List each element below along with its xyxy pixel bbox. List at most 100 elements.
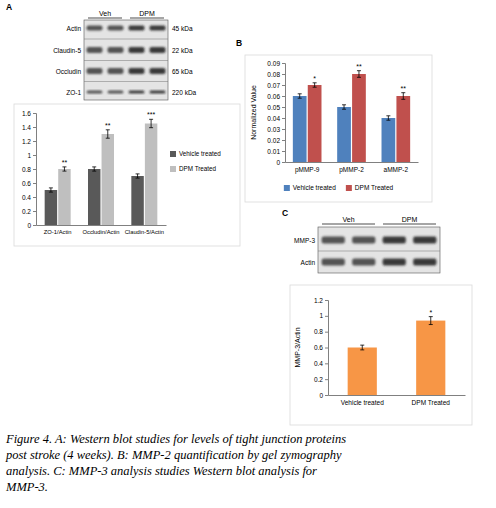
y-tick-mark — [325, 348, 328, 349]
x-tick-label: ZO-1/Actin — [44, 229, 72, 235]
x-axis: pMMP-9pMMP-2aMMP-2 — [286, 163, 419, 174]
error-bar — [62, 167, 66, 171]
row-size: 65 kDa — [172, 68, 193, 75]
y-tick-label: 0.4 — [314, 360, 323, 367]
y-tick-label: 0 — [276, 159, 280, 166]
panel-label: C — [282, 208, 288, 218]
legend: Vehicle treatedDPM Treated — [170, 150, 221, 172]
y-tick: 0.08 — [267, 71, 285, 78]
x-tick-label: pMMP-9 — [295, 166, 320, 174]
y-tick: 1 — [27, 152, 36, 159]
x-tick-label: aMMP-2 — [384, 166, 409, 173]
caption-line: Figure 4. A: Western blot studies for le… — [5, 432, 346, 446]
legend-label: DPM Treated — [355, 184, 394, 191]
y-tick-mark — [325, 379, 328, 380]
error-bar-cap — [298, 98, 302, 99]
y-tick-mark — [325, 363, 328, 364]
blot-band — [108, 91, 124, 94]
error-bar-cap — [342, 104, 346, 105]
error-bar — [313, 83, 317, 87]
error-bar — [357, 71, 361, 78]
y-tick: 0.2 — [314, 376, 328, 383]
lane-underline — [322, 224, 375, 225]
error-bar — [92, 167, 96, 171]
significance: *** — [147, 111, 155, 118]
blot-band — [322, 237, 345, 244]
blot-band — [352, 237, 375, 244]
legend-swatch — [170, 151, 176, 157]
y-tick-label: 0.04 — [267, 115, 280, 122]
error-bar-stem — [314, 83, 315, 87]
error-bar-cap — [386, 115, 390, 116]
x-tick: Vehicle treated — [341, 399, 384, 406]
y-tick-label: 1.4 — [22, 124, 31, 131]
y-tick-mark — [33, 183, 36, 184]
annotations: * — [429, 309, 432, 316]
error-bar-cap — [298, 93, 302, 94]
x-tick: DPM Treated — [412, 399, 451, 406]
y-axis-line — [282, 64, 286, 163]
error-bar — [401, 93, 405, 100]
error-bar — [386, 116, 390, 120]
blot-band — [129, 68, 145, 74]
x-axis: ZO-1/ActinOccludin/ActinClaudin-5/Actin — [37, 226, 167, 236]
error-bar-stem — [344, 105, 345, 109]
blot-band — [129, 26, 145, 31]
y-tick-label: 0.01 — [267, 148, 280, 155]
y-tick: 0 — [27, 222, 36, 229]
error-bar — [106, 130, 110, 138]
y-tick-label: 0 — [27, 222, 31, 229]
y-tick: 0.06 — [267, 93, 285, 100]
error-bar-cap — [62, 166, 66, 167]
y-tick: 0.6 — [314, 344, 328, 351]
error-bar-cap — [149, 127, 153, 128]
western-blot: VehDPMMMP-3Actin — [294, 216, 440, 273]
blot-membrane — [84, 20, 168, 100]
lane-underline — [383, 224, 436, 225]
error-bar-cap — [401, 99, 405, 100]
annotations: ***** — [313, 63, 406, 92]
y-tick: 0.6 — [22, 180, 36, 187]
y-tick: 1.2 — [314, 297, 328, 304]
chart-frame — [245, 55, 432, 202]
plot-area — [348, 317, 446, 395]
y-tick: 0.02 — [267, 137, 285, 144]
error-bar-stem — [151, 119, 152, 127]
error-bar-stem — [64, 167, 65, 171]
y-tick-label: 1.2 — [314, 297, 323, 304]
error-bar-stem — [362, 345, 363, 350]
error-bar-cap — [49, 192, 53, 193]
error-bar-stem — [94, 167, 95, 171]
y-tick-mark — [282, 151, 285, 152]
error-bar-cap — [136, 173, 140, 174]
legend-swatch — [284, 185, 290, 191]
error-bar-cap — [92, 166, 96, 167]
error-bar-cap — [360, 345, 364, 346]
annotations: ******* — [62, 111, 156, 166]
error-bar — [429, 317, 433, 325]
legend-swatch — [346, 185, 352, 191]
row-size: 22 kDa — [172, 47, 193, 54]
figure: ABCVehDPMActin45 kDaClaudin-522 kDaOcclu… — [0, 0, 496, 508]
caption: Figure 4. A: Western blot studies for le… — [5, 432, 346, 494]
error-bar-stem — [388, 116, 389, 120]
y-tick-mark — [282, 162, 285, 163]
bar — [396, 96, 410, 162]
error-bar — [49, 188, 53, 192]
blot-band — [108, 26, 124, 31]
y-tick-mark — [282, 74, 285, 75]
x-tick-label: DPM Treated — [412, 399, 451, 406]
bar — [352, 74, 366, 162]
blot-row-separator — [84, 81, 168, 82]
chart: *00.20.40.60.811.2Vehicle treatedDPM Tre… — [290, 285, 472, 425]
x-tick: pMMP-9 — [295, 166, 320, 174]
error-bar-cap — [62, 171, 66, 172]
row-label: Claudin-5 — [53, 47, 81, 54]
y-tick-label: 1 — [319, 312, 323, 319]
y-tick: 0.05 — [267, 104, 285, 111]
x-tick-label: Occludin/Actin — [82, 229, 119, 235]
error-bar — [298, 94, 302, 98]
bar — [337, 107, 351, 162]
error-bar-stem — [299, 94, 300, 98]
blot-band — [383, 237, 406, 244]
